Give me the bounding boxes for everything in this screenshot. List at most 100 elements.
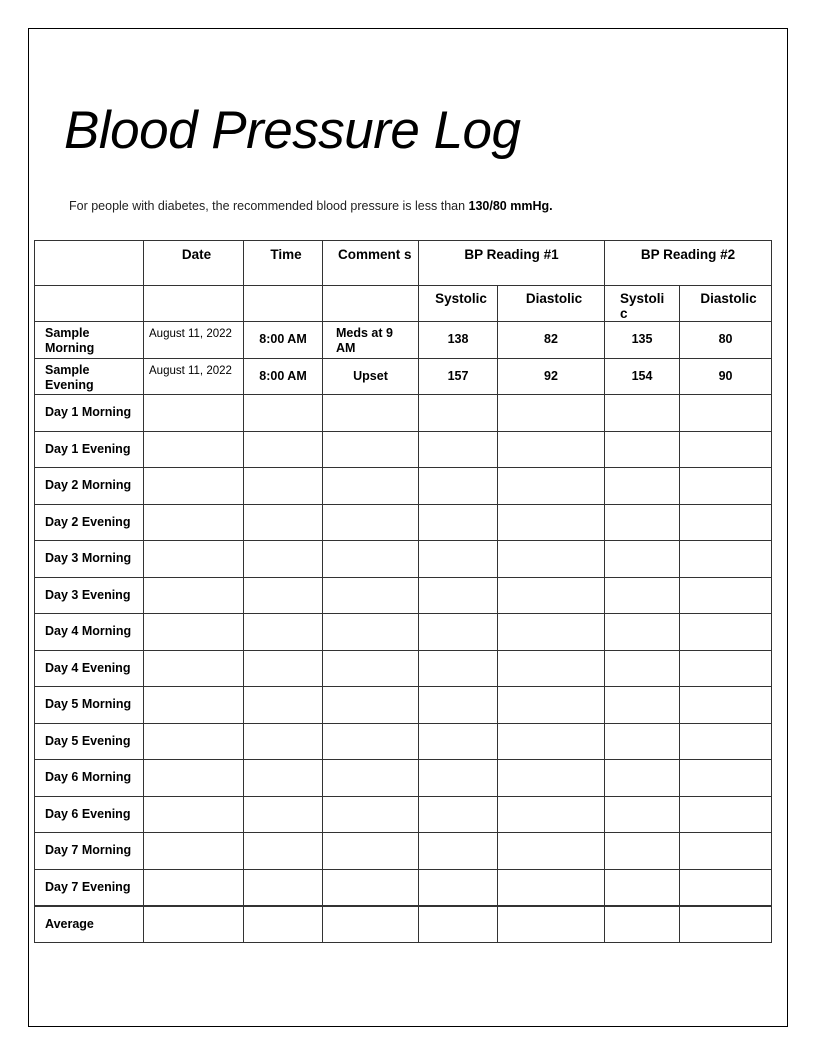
cell-dia1[interactable] [496, 649, 606, 687]
cell-sys1[interactable] [418, 759, 498, 797]
cell-dia1[interactable] [496, 686, 606, 724]
cell-time[interactable] [243, 904, 323, 943]
cell-time[interactable] [243, 540, 323, 578]
cell-sys1[interactable] [418, 467, 498, 505]
cell-sys2[interactable] [604, 649, 681, 687]
cell-date[interactable] [143, 868, 244, 906]
cell-comments[interactable]: Meds at 9 AM [322, 321, 419, 359]
cell-date[interactable]: August 11, 2022 [143, 321, 244, 359]
cell-comments[interactable] [322, 467, 419, 505]
cell-dia1[interactable] [496, 722, 606, 760]
cell-sys1[interactable] [418, 868, 498, 906]
cell-sys1[interactable] [418, 686, 498, 724]
cell-sys1[interactable]: 157 [418, 357, 498, 395]
cell-dia2[interactable] [679, 576, 773, 614]
cell-dia1[interactable] [496, 904, 606, 943]
cell-comments[interactable] [322, 759, 419, 797]
cell-date[interactable] [143, 904, 244, 943]
cell-sys1[interactable] [418, 576, 498, 614]
cell-dia1[interactable] [496, 868, 606, 906]
cell-time[interactable] [243, 686, 323, 724]
cell-time[interactable]: 8:00 AM [243, 321, 323, 359]
cell-dia2[interactable] [679, 394, 773, 432]
cell-sys2[interactable] [604, 722, 681, 760]
cell-date[interactable] [143, 430, 244, 468]
cell-sys2[interactable]: 154 [604, 357, 681, 395]
cell-comments[interactable] [322, 904, 419, 943]
cell-comments[interactable] [322, 394, 419, 432]
cell-time[interactable] [243, 649, 323, 687]
cell-comments[interactable] [322, 613, 419, 651]
cell-dia1[interactable] [496, 430, 606, 468]
cell-date[interactable] [143, 576, 244, 614]
cell-dia2[interactable] [679, 832, 773, 870]
cell-date[interactable] [143, 540, 244, 578]
cell-time[interactable] [243, 795, 323, 833]
cell-dia1[interactable] [496, 394, 606, 432]
cell-date[interactable] [143, 467, 244, 505]
cell-dia1[interactable] [496, 832, 606, 870]
cell-dia2[interactable]: 80 [679, 321, 773, 359]
cell-sys2[interactable] [604, 795, 681, 833]
cell-dia2[interactable] [679, 795, 773, 833]
cell-sys2[interactable] [604, 904, 681, 943]
cell-comments[interactable] [322, 649, 419, 687]
cell-comments[interactable] [322, 540, 419, 578]
cell-comments[interactable]: Upset [322, 357, 419, 395]
cell-dia1[interactable]: 82 [496, 321, 606, 359]
cell-comments[interactable] [322, 722, 419, 760]
cell-sys2[interactable] [604, 576, 681, 614]
cell-dia1[interactable] [496, 613, 606, 651]
cell-dia2[interactable] [679, 722, 773, 760]
cell-dia1[interactable]: 92 [496, 357, 606, 395]
cell-dia1[interactable] [496, 576, 606, 614]
cell-time[interactable] [243, 503, 323, 541]
cell-sys1[interactable] [418, 430, 498, 468]
cell-date[interactable] [143, 649, 244, 687]
cell-dia2[interactable] [679, 503, 773, 541]
cell-sys2[interactable] [604, 394, 681, 432]
cell-comments[interactable] [322, 503, 419, 541]
cell-date[interactable] [143, 722, 244, 760]
cell-comments[interactable] [322, 686, 419, 724]
cell-date[interactable] [143, 795, 244, 833]
cell-sys1[interactable] [418, 649, 498, 687]
cell-sys1[interactable] [418, 540, 498, 578]
cell-time[interactable] [243, 759, 323, 797]
cell-dia2[interactable] [679, 467, 773, 505]
cell-dia2[interactable] [679, 868, 773, 906]
cell-date[interactable] [143, 613, 244, 651]
cell-date[interactable] [143, 503, 244, 541]
cell-dia2[interactable] [679, 759, 773, 797]
cell-dia2[interactable] [679, 540, 773, 578]
cell-time[interactable] [243, 576, 323, 614]
cell-dia1[interactable] [496, 540, 606, 578]
cell-dia1[interactable] [496, 795, 606, 833]
cell-date[interactable] [143, 832, 244, 870]
cell-date[interactable] [143, 686, 244, 724]
cell-sys2[interactable] [604, 832, 681, 870]
cell-comments[interactable] [322, 868, 419, 906]
cell-sys2[interactable] [604, 430, 681, 468]
cell-sys1[interactable] [418, 503, 498, 541]
cell-sys2[interactable] [604, 686, 681, 724]
cell-sys1[interactable] [418, 613, 498, 651]
cell-dia2[interactable]: 90 [679, 357, 773, 395]
cell-time[interactable] [243, 868, 323, 906]
cell-sys2[interactable] [604, 613, 681, 651]
cell-sys2[interactable] [604, 503, 681, 541]
cell-dia2[interactable] [679, 613, 773, 651]
cell-sys2[interactable] [604, 759, 681, 797]
cell-dia1[interactable] [496, 467, 606, 505]
cell-time[interactable] [243, 394, 323, 432]
cell-date[interactable] [143, 394, 244, 432]
cell-time[interactable] [243, 467, 323, 505]
cell-comments[interactable] [322, 430, 419, 468]
cell-time[interactable] [243, 832, 323, 870]
cell-sys2[interactable]: 135 [604, 321, 681, 359]
cell-dia1[interactable] [496, 503, 606, 541]
cell-dia2[interactable] [679, 649, 773, 687]
cell-comments[interactable] [322, 576, 419, 614]
cell-time[interactable]: 8:00 AM [243, 357, 323, 395]
cell-sys2[interactable] [604, 467, 681, 505]
